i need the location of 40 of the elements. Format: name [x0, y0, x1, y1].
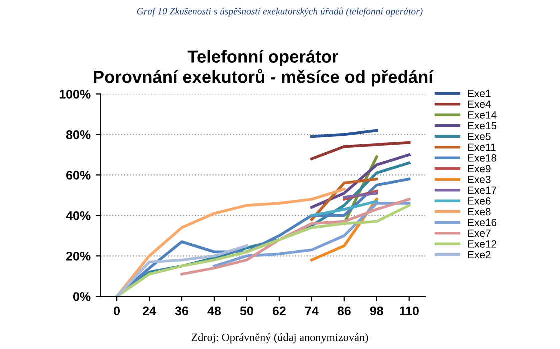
line-series [116, 188, 346, 297]
y-tick-label: 0% [74, 292, 91, 302]
x-tick-label: 98 [370, 306, 384, 316]
legend-label: Exe9 [468, 165, 491, 173]
y-tick-label: 80% [66, 130, 91, 140]
x-tick-label: 48 [208, 306, 222, 316]
legend-label: Exe17 [468, 186, 497, 194]
legend-label: Exe5 [468, 133, 491, 140]
x-tick-label: 50 [240, 306, 254, 316]
legend-label: Exe18 [468, 154, 497, 162]
x-tick-label: 36 [175, 306, 188, 316]
line-series [180, 198, 411, 276]
legend-label: Exe4 [468, 100, 491, 108]
line-series [116, 244, 248, 297]
x-tick-label: 86 [338, 306, 351, 316]
x-tick-label: 24 [143, 306, 156, 316]
x-tick-label: 110 [400, 306, 419, 316]
x-tick-label: 62 [272, 306, 286, 316]
text: Graf 10 Zkušenosti s úspěšností exekutorských úřadů (telefonní operátor) [137, 8, 423, 17]
legend-label: Exe7 [468, 230, 491, 238]
legend-label: Exe14 [468, 112, 497, 119]
legend-label: Exe11 [468, 144, 496, 152]
x-tick-label: 74 [306, 306, 319, 316]
chart-title: Telefonní operátor Porovnání exekutorů - měsíce od předání [94, 50, 434, 87]
line-series [310, 141, 411, 160]
text: Zdroj: Oprávněný (údaj anonymizován) [192, 333, 368, 344]
legend-label: Exe8 [468, 208, 491, 216]
y-tick-label: 100% [60, 90, 91, 99]
x-tick-label: 0 [114, 306, 120, 316]
legend-label: Exe12 [468, 240, 497, 248]
line-series [310, 154, 411, 209]
legend-label: Exe3 [468, 176, 491, 184]
legend-label: Exe2 [468, 251, 491, 259]
legend-label: Exe15 [468, 122, 497, 130]
legend-label: Exe16 [468, 219, 497, 226]
y-tick-label: 40% [66, 211, 91, 220]
y-tick-label: 60% [66, 171, 91, 180]
legend-label: Exe6 [468, 198, 491, 205]
legend-label: Exe1 [468, 90, 491, 98]
y-tick-label: 20% [66, 252, 91, 261]
